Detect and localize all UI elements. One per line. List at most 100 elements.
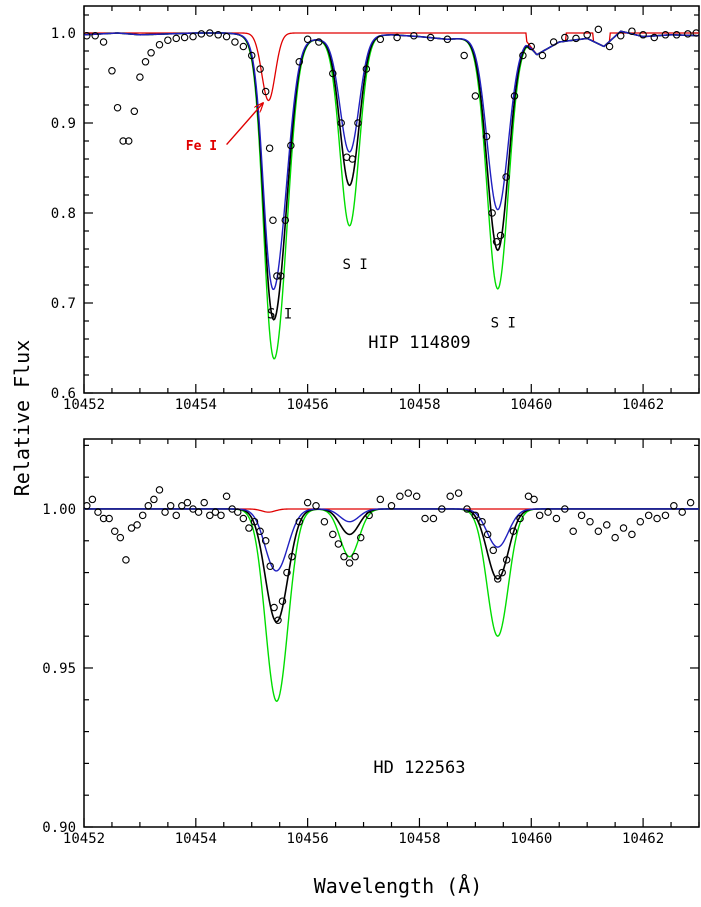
observed-point — [261, 87, 270, 96]
observed-point — [421, 514, 429, 523]
synthetic-spectra — [84, 30, 699, 360]
observed-point — [130, 107, 139, 116]
observed-point — [516, 514, 524, 523]
y-tick-label: 0.90 — [42, 820, 76, 836]
observed-point — [119, 137, 127, 145]
series-s-low — [84, 30, 699, 291]
observed-point — [482, 132, 491, 141]
observed-point — [283, 568, 291, 577]
observed-point — [247, 51, 256, 60]
observed-point — [124, 137, 133, 145]
observed-point — [197, 30, 206, 38]
x-tick-label: 10456 — [287, 831, 329, 847]
x-tick-label: 10460 — [510, 397, 552, 413]
observed-point — [295, 58, 303, 66]
observed-point — [105, 514, 113, 523]
observed-point — [217, 511, 225, 520]
observed-point — [113, 103, 122, 112]
observed-point — [463, 505, 471, 513]
observed-point — [88, 495, 97, 504]
observed-point — [438, 505, 446, 513]
observed-point — [164, 36, 172, 44]
observed-point — [245, 524, 253, 532]
observed-point — [509, 527, 518, 535]
observed-point — [446, 492, 454, 500]
observed-point — [661, 511, 670, 520]
observed-point — [222, 492, 231, 500]
observed-point — [116, 533, 125, 542]
observed-point — [303, 498, 312, 507]
observed-point — [498, 568, 506, 577]
x-tick-label: 10458 — [398, 831, 440, 847]
y-axis-title: Relative Flux — [10, 340, 34, 497]
observed-point — [269, 216, 277, 224]
fe-arrow — [226, 103, 263, 146]
observed-point — [524, 492, 533, 500]
observed-point — [354, 119, 362, 127]
annotation-label: S I — [343, 257, 368, 273]
observed-point — [443, 35, 452, 44]
panel-label: HD 122563 — [373, 758, 465, 778]
observed-point — [489, 546, 497, 555]
observed-point — [239, 42, 248, 51]
observed-point — [277, 272, 285, 280]
observed-point — [141, 58, 150, 66]
series-s-best — [84, 30, 699, 321]
observed-point — [483, 530, 492, 539]
observed-point — [619, 524, 628, 532]
observed-point — [412, 492, 421, 500]
observed-point — [535, 511, 544, 520]
observed-point — [351, 552, 359, 561]
observed-point — [672, 31, 681, 39]
observed-point — [312, 502, 320, 510]
observed-point — [552, 514, 561, 523]
observed-points — [84, 486, 695, 625]
observed-point — [636, 517, 645, 526]
observed-point — [561, 505, 569, 513]
observed-point — [161, 508, 169, 516]
observed-point — [84, 31, 91, 40]
observed-point — [496, 231, 505, 240]
observed-point — [471, 92, 480, 100]
observed-point — [94, 508, 102, 516]
observed-point — [91, 31, 99, 40]
annotation-label: Fe I — [186, 139, 217, 154]
y-tick-label: 0.8 — [51, 206, 76, 222]
observed-point — [387, 502, 396, 510]
observed-point — [396, 492, 404, 500]
x-tick-label: 10454 — [175, 397, 217, 413]
observed-point — [519, 51, 527, 60]
observed-point — [404, 489, 413, 497]
observed-point — [287, 141, 295, 150]
observed-point — [239, 514, 248, 523]
observed-point — [166, 502, 175, 510]
y-tick-label: 0.6 — [51, 386, 76, 402]
observed-point — [471, 511, 480, 520]
observed-point — [206, 511, 214, 520]
observed-point — [231, 38, 239, 46]
observed-point — [234, 508, 242, 516]
x-tick-label: 10454 — [175, 831, 217, 847]
observed-point — [172, 34, 181, 43]
observed-point — [670, 502, 678, 510]
panel-hip-114809: 10452 10454 10456 10458 10460 10462 0.6 0.7 0.8 0… — [51, 5, 700, 413]
observed-point — [530, 495, 538, 504]
observed-point — [273, 272, 281, 280]
panel-label: HIP 114809 — [368, 333, 470, 353]
observed-point — [492, 238, 501, 246]
observed-point — [214, 31, 222, 39]
y-tick-label: 1.00 — [42, 502, 76, 518]
observed-point — [138, 511, 147, 520]
observed-point — [261, 537, 270, 545]
annotation-label: S I — [491, 315, 516, 331]
observed-point — [594, 527, 603, 535]
observed-point — [493, 575, 502, 583]
observed-point — [429, 514, 438, 523]
observed-point — [172, 511, 181, 520]
observed-point — [356, 533, 365, 542]
observed-point — [340, 552, 348, 561]
observed-point — [180, 33, 189, 42]
observed-point — [376, 495, 385, 504]
observed-point — [616, 31, 625, 40]
